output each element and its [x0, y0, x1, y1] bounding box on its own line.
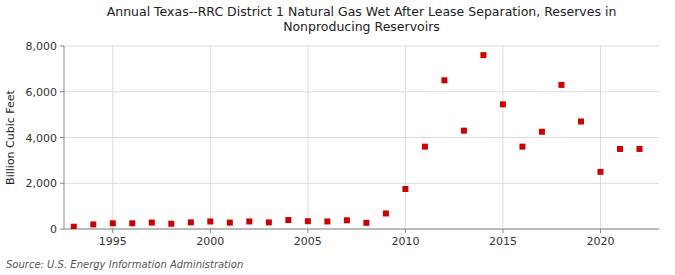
grid-line	[64, 183, 659, 184]
point	[519, 144, 525, 150]
title: Annual Texas--RRC District 1 Natural Gas…	[107, 4, 617, 34]
tick-label: 6,000	[26, 86, 58, 99]
point	[480, 52, 486, 58]
point	[324, 218, 330, 224]
point	[71, 224, 77, 229]
point	[344, 217, 350, 223]
point	[461, 128, 467, 134]
grid-line	[307, 46, 308, 229]
chart: Annual Texas--RRC District 1 Natural Gas…	[0, 0, 675, 275]
point	[90, 221, 96, 227]
tick-mark	[60, 91, 64, 92]
tick-mark	[60, 229, 64, 230]
point	[402, 186, 408, 192]
tick-mark	[60, 46, 64, 47]
point	[168, 221, 174, 227]
tick-mark	[307, 229, 308, 233]
point	[539, 129, 545, 135]
grid-line	[405, 46, 406, 229]
point	[636, 146, 642, 152]
grid-line	[600, 46, 601, 229]
grid-line	[502, 46, 503, 229]
point	[110, 220, 116, 226]
point	[227, 220, 233, 226]
tick-mark	[502, 229, 503, 233]
point	[207, 218, 213, 224]
y-axis-label: Billion Cubic Feet	[4, 89, 17, 184]
tick-label: 2,000	[26, 177, 58, 190]
tick-label: 1995	[99, 235, 127, 248]
point	[266, 219, 272, 225]
point	[558, 82, 564, 88]
point	[597, 169, 603, 175]
y-axis-line	[64, 46, 65, 229]
point	[500, 101, 506, 107]
point	[383, 210, 389, 216]
tick-label: 2015	[489, 235, 517, 248]
point	[363, 220, 369, 226]
tick-label: 2010	[391, 235, 419, 248]
tick-label: 2020	[586, 235, 614, 248]
grid-line	[64, 91, 659, 92]
title-line: Nonproducing Reservoirs	[283, 19, 440, 34]
point	[246, 218, 252, 224]
tick-label: 8,000	[26, 40, 58, 53]
point	[129, 220, 135, 226]
tick-label: 2000	[196, 235, 224, 248]
point	[305, 218, 311, 224]
point	[188, 219, 194, 225]
tick-mark	[210, 229, 211, 233]
point	[578, 118, 584, 124]
axes: 0 2,000 4,000 6,000 8,000 1995 2000 2005 2010 201…	[26, 40, 660, 248]
title-line: Annual Texas--RRC District 1 Natural Gas…	[107, 4, 617, 19]
tick-mark	[60, 137, 64, 138]
tick-label: 4,000	[26, 132, 58, 145]
point	[422, 144, 428, 150]
tick-mark	[600, 229, 601, 233]
grid-line	[210, 46, 211, 229]
x-axis-line	[64, 229, 659, 230]
point	[617, 146, 623, 152]
point	[441, 77, 447, 83]
grid-line	[64, 46, 659, 47]
point	[149, 220, 155, 226]
tick-mark	[60, 183, 64, 184]
points	[71, 52, 643, 229]
tick-label: 2005	[294, 235, 322, 248]
point	[285, 217, 291, 223]
grid-line	[112, 46, 113, 229]
tick-label: 0	[50, 223, 57, 236]
grid-line	[64, 229, 659, 230]
source: Source: U.S. Energy Information Administ…	[6, 259, 243, 270]
tick-mark	[112, 229, 113, 233]
grid-line	[64, 137, 659, 138]
tick-mark	[405, 229, 406, 233]
